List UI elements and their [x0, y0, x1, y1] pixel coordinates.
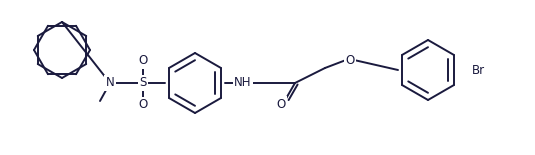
- Text: Br: Br: [472, 64, 485, 77]
- Text: O: O: [139, 98, 148, 111]
- Text: O: O: [139, 55, 148, 67]
- Text: O: O: [277, 98, 286, 111]
- Text: NH: NH: [234, 77, 252, 89]
- Text: S: S: [139, 77, 147, 89]
- Text: N: N: [105, 77, 114, 89]
- Text: O: O: [346, 53, 355, 66]
